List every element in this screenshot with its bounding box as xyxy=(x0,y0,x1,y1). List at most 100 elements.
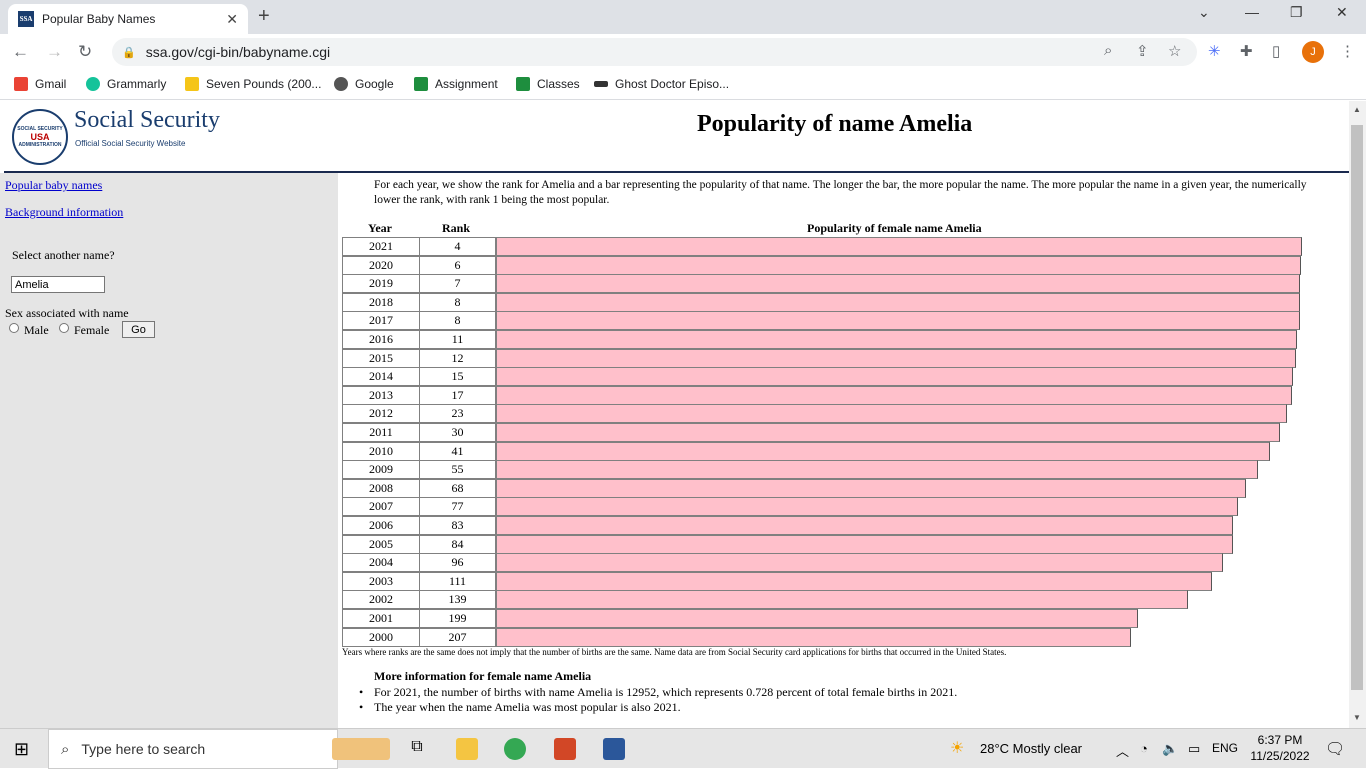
scrollbar-thumb[interactable] xyxy=(1351,125,1363,690)
imdb-icon xyxy=(185,77,199,91)
reload-icon[interactable]: ↻ xyxy=(78,42,93,61)
language-indicator[interactable]: ENG xyxy=(1212,741,1239,755)
search-highlight-image-icon[interactable] xyxy=(332,738,390,760)
more-info-item: For 2021, the number of births with name… xyxy=(359,685,957,700)
extensions-puzzle-icon[interactable]: ✚ xyxy=(1240,43,1253,60)
table-row: 2021 4 xyxy=(342,237,1302,256)
tab-title: Popular Baby Names xyxy=(42,12,156,26)
male-radio[interactable] xyxy=(9,323,19,333)
weather-icon[interactable]: ☀ xyxy=(950,740,965,757)
classroom-icon xyxy=(414,77,428,91)
classroom-icon xyxy=(516,77,530,91)
table-row: 2006 83 xyxy=(342,516,1302,535)
female-label: Female xyxy=(74,323,110,337)
system-clock[interactable]: 6:37 PM 11/25/2022 xyxy=(1250,732,1310,764)
zoom-icon[interactable]: ⌕ xyxy=(1104,42,1113,59)
bookmark-seven-pounds[interactable]: Seven Pounds (200... xyxy=(185,77,321,91)
year-cell: 2008 xyxy=(342,478,420,498)
browser-tab[interactable]: SSA Popular Baby Names ✕ xyxy=(8,4,248,34)
taskbar-search[interactable]: ⌕ Type here to search xyxy=(48,729,338,769)
name-input[interactable] xyxy=(11,276,105,293)
go-button[interactable]: Go xyxy=(122,321,155,338)
table-row: 2001 199 xyxy=(342,609,1302,628)
brand-subtitle: Official Social Security Website xyxy=(75,139,186,148)
year-cell: 2016 xyxy=(342,330,420,349)
bookmark-label: Ghost Doctor Episo... xyxy=(615,77,730,91)
bookmark-gmail[interactable]: Gmail xyxy=(14,77,66,91)
bookmark-label: Seven Pounds (200... xyxy=(206,77,322,91)
tray-chevron-up-icon[interactable]: ︿ xyxy=(1116,744,1130,759)
table-row: 2016 11 xyxy=(342,330,1302,349)
seal-top-text: SOCIAL SECURITY xyxy=(17,126,63,132)
task-view-icon[interactable]: ⧉ xyxy=(411,738,423,755)
rank-cell: 8 xyxy=(419,292,496,312)
url-text: ssa.gov/cgi-bin/babyname.cgi xyxy=(145,44,331,60)
volume-icon[interactable]: 🔈 xyxy=(1162,741,1179,756)
word-icon[interactable] xyxy=(603,738,625,760)
bookmark-grammarly[interactable]: Grammarly xyxy=(86,77,166,91)
chrome-icon[interactable] xyxy=(504,738,526,760)
rank-cell: 111 xyxy=(419,571,496,591)
popularity-bar xyxy=(496,274,1300,294)
popular-baby-names-link[interactable]: Popular baby names xyxy=(5,178,103,192)
minimize-icon[interactable]: — xyxy=(1245,4,1259,20)
new-tab-icon[interactable]: + xyxy=(258,5,270,27)
lock-icon: 🔒 xyxy=(122,46,136,59)
back-icon[interactable]: ← xyxy=(12,42,29,61)
close-window-icon[interactable]: ✕ xyxy=(1336,4,1348,20)
powerpoint-icon[interactable] xyxy=(554,738,576,760)
restore-icon[interactable]: ❐ xyxy=(1290,4,1303,20)
popularity-bar xyxy=(496,460,1258,480)
address-bar[interactable]: 🔒 ssa.gov/cgi-bin/babyname.cgi xyxy=(112,38,1197,66)
popularity-bar xyxy=(496,311,1300,331)
bookmark-star-icon[interactable]: ☆ xyxy=(1168,43,1182,60)
year-cell: 2000 xyxy=(342,627,420,647)
page-scrollbar[interactable]: ▲ ▼ xyxy=(1349,101,1366,728)
table-row: 2017 8 xyxy=(342,311,1302,331)
windows-start-icon[interactable]: ⊞ xyxy=(14,739,30,759)
scroll-down-icon[interactable]: ▼ xyxy=(1353,713,1361,722)
brand-title[interactable]: Social Security xyxy=(74,107,220,133)
table-row: 2004 96 xyxy=(342,553,1302,573)
bookmark-label: Assignment xyxy=(435,77,498,91)
table-row: 2020 6 xyxy=(342,255,1302,275)
battery-icon[interactable]: ▭ xyxy=(1188,741,1201,756)
table-row: 2011 30 xyxy=(342,423,1302,442)
extension-asterisk-icon[interactable]: ✳ xyxy=(1208,43,1221,60)
popularity-bar xyxy=(496,478,1246,498)
popularity-bar xyxy=(496,553,1223,573)
rank-cell: 7 xyxy=(419,274,496,294)
table-row: 2003 111 xyxy=(342,571,1302,591)
rank-cell: 17 xyxy=(419,385,496,405)
forward-icon[interactable]: → xyxy=(46,42,63,61)
female-radio[interactable] xyxy=(59,323,69,333)
rank-cell: 41 xyxy=(419,441,496,461)
profile-avatar[interactable]: J xyxy=(1302,41,1324,63)
browser-toolbar: ← → ↻ 🔒 ssa.gov/cgi-bin/babyname.cgi ⌕ ⇪… xyxy=(0,34,1366,70)
grammarly-icon xyxy=(86,77,100,91)
side-panel-icon[interactable]: ▯ xyxy=(1272,43,1281,60)
table-row: 2002 139 xyxy=(342,590,1302,610)
network-icon[interactable]: ◔ xyxy=(1140,741,1148,756)
bookmark-classes[interactable]: Classes xyxy=(516,77,580,91)
year-cell: 2006 xyxy=(342,516,420,535)
weather-text[interactable]: 28°C Mostly clear xyxy=(980,741,1083,756)
table-row: 2012 23 xyxy=(342,404,1302,424)
scroll-up-icon[interactable]: ▲ xyxy=(1353,105,1361,114)
background-information-link[interactable]: Background information xyxy=(5,205,124,219)
rank-cell: 96 xyxy=(419,553,496,573)
file-explorer-icon[interactable] xyxy=(456,738,478,760)
close-tab-icon[interactable]: ✕ xyxy=(226,10,238,27)
menu-kebab-icon[interactable]: ⋮ xyxy=(1340,43,1355,60)
bookmark-google[interactable]: Google xyxy=(334,77,394,91)
bookmark-ghost-doctor[interactable]: Ghost Doctor Episo... xyxy=(594,77,729,91)
table-row: 2010 41 xyxy=(342,441,1302,461)
tab-search-chevron-down-icon[interactable]: ⌄ xyxy=(1198,4,1210,20)
notifications-icon[interactable]: 🗨 xyxy=(1325,741,1346,758)
ssa-favicon-icon: SSA xyxy=(18,11,34,27)
rank-cell: 77 xyxy=(419,497,496,517)
header-divider xyxy=(4,171,1349,173)
share-icon[interactable]: ⇪ xyxy=(1136,43,1149,60)
table-row: 2013 17 xyxy=(342,385,1302,405)
bookmark-assignment[interactable]: Assignment xyxy=(414,77,498,91)
